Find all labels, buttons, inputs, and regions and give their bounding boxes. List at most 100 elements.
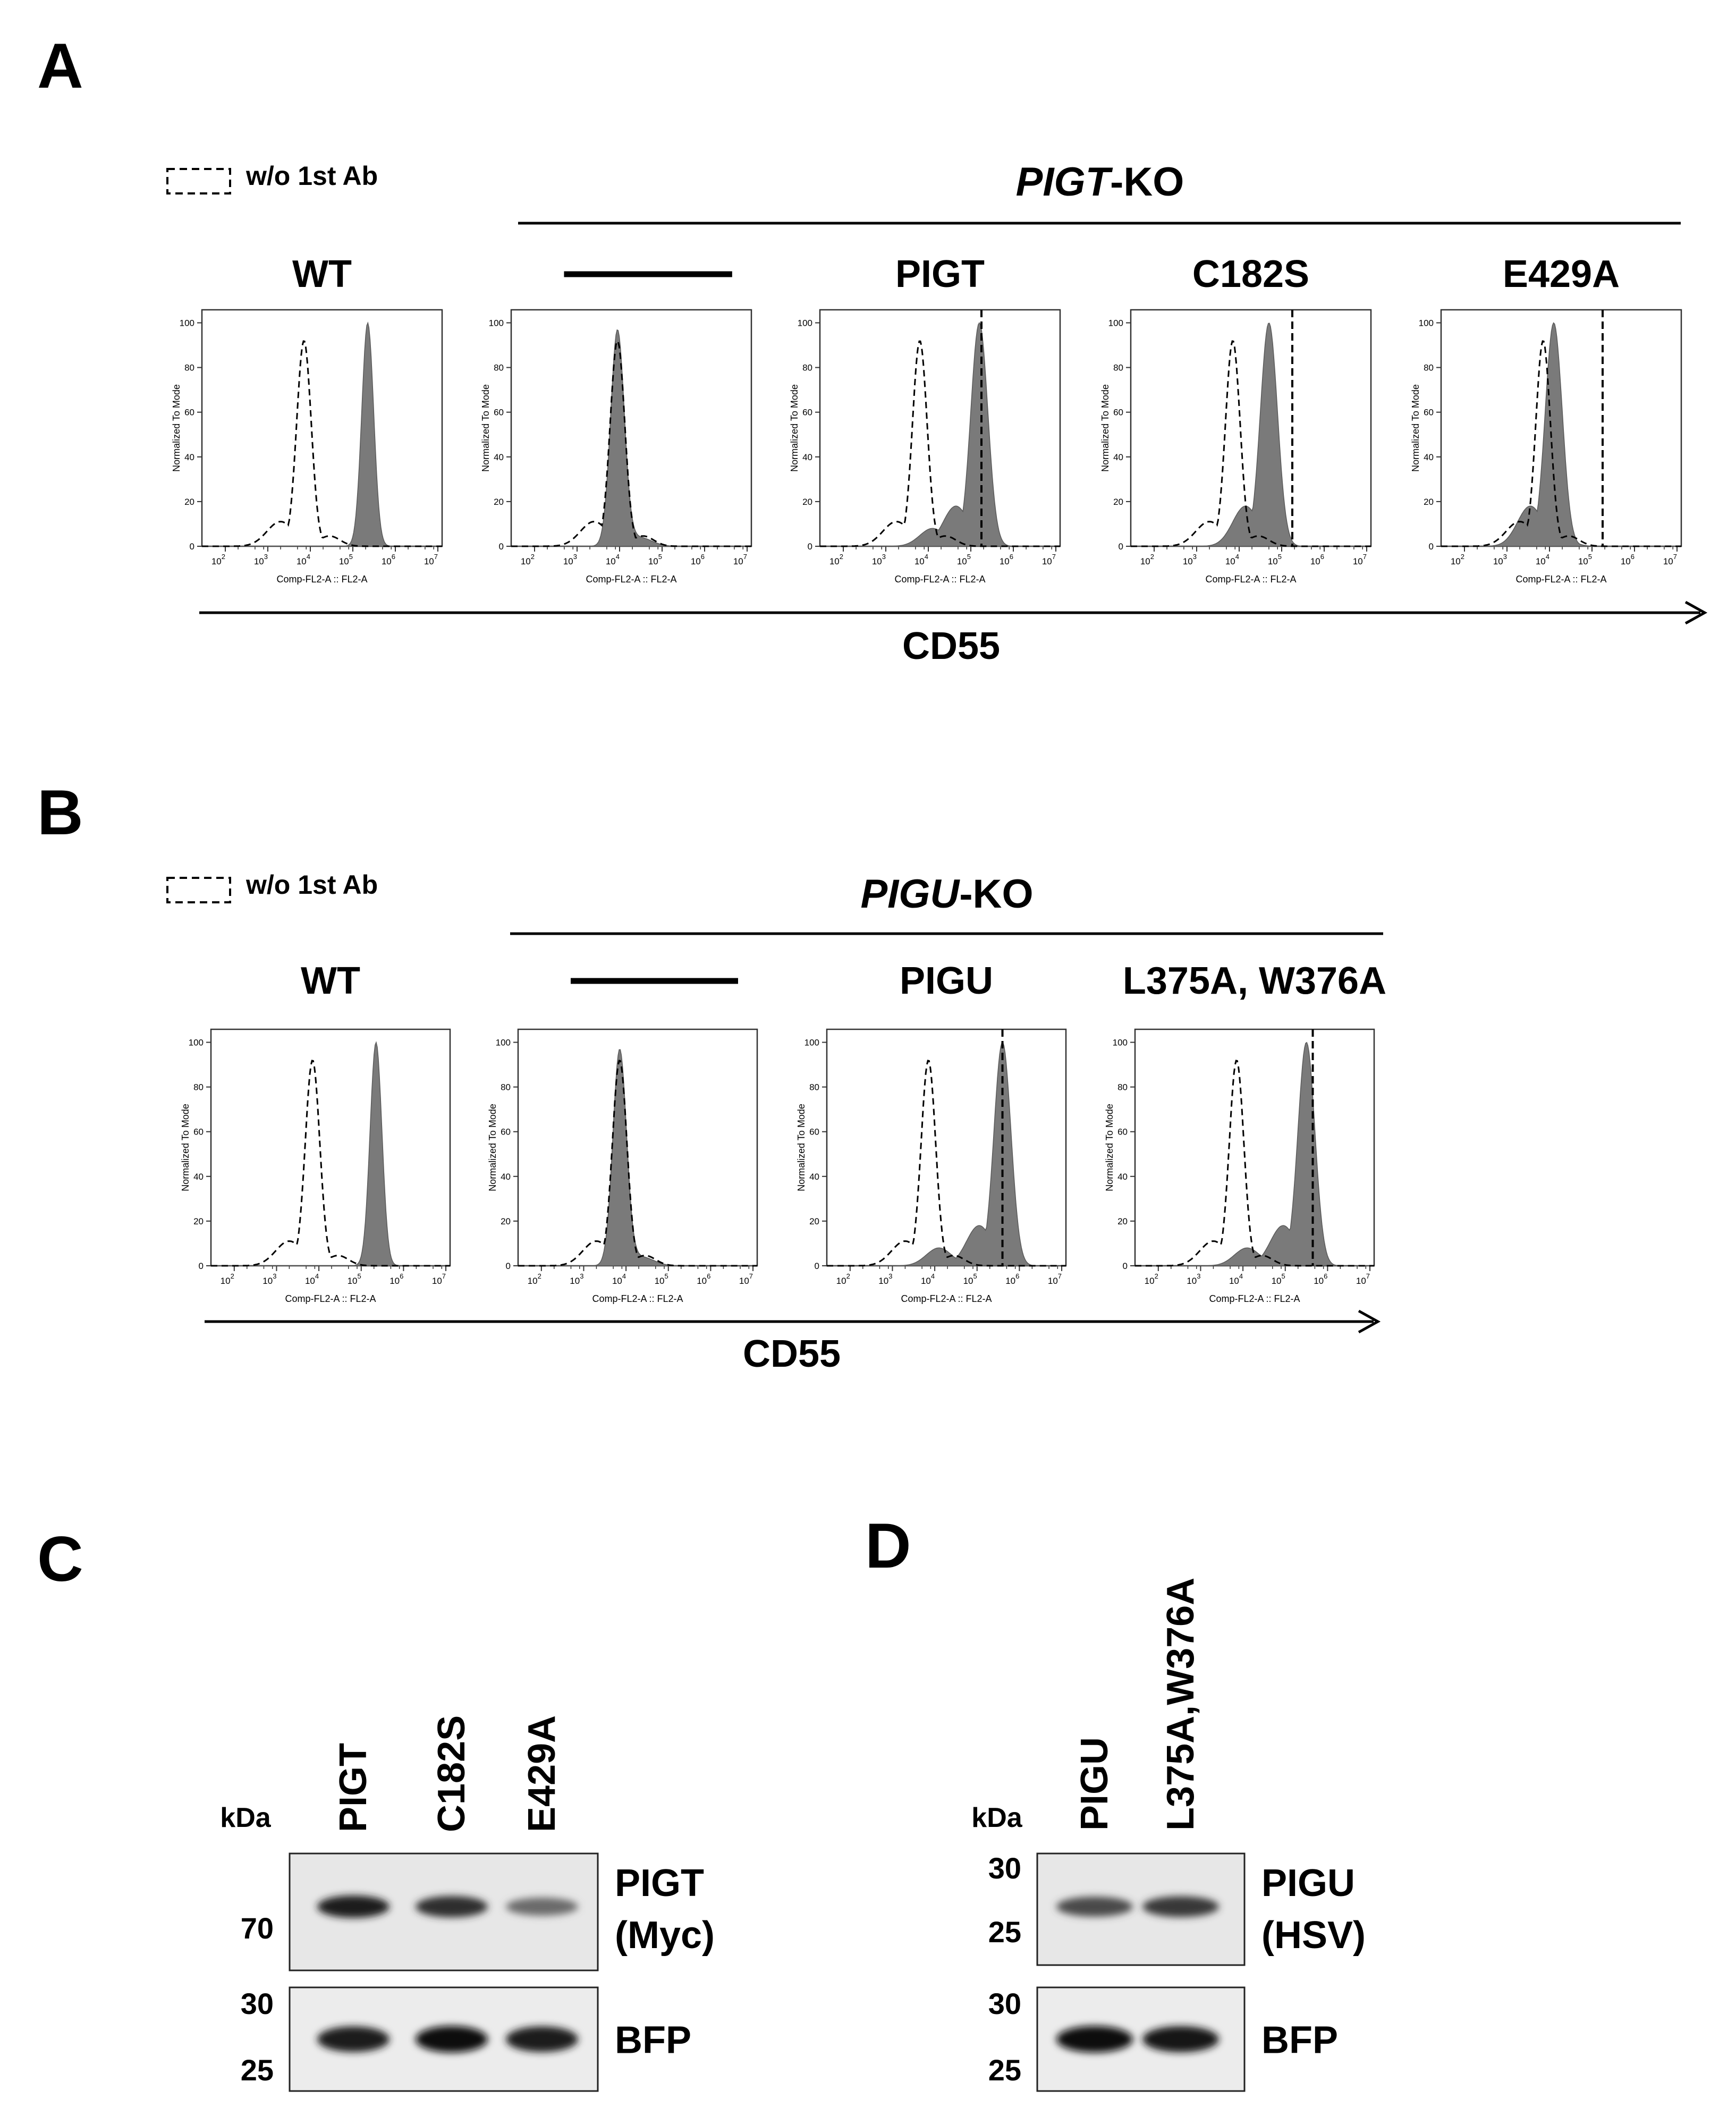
x-tick-label: 103: [254, 553, 268, 566]
x-tick-label: 105: [339, 553, 353, 566]
panel-a-plot-5: 0 20 40 60 80 100 Normalized To Mode 102 103 104 1…: [1410, 253, 1682, 585]
x-tick-label: 102: [211, 553, 225, 566]
y-tick-label: 20: [184, 497, 194, 507]
y-tick-label: 100: [180, 318, 194, 328]
x-tick-label: 105: [963, 1272, 977, 1286]
x-tick-label: 107: [1356, 1272, 1370, 1286]
panel-d-top-label: PIGU: [1261, 1862, 1355, 1905]
x-tick-label: 107: [424, 553, 438, 566]
y-tick-label: 40: [809, 1172, 819, 1182]
panel-label-b: B: [37, 777, 83, 848]
western-blot-c: PIGT C182S E429A kDa 70 30 25 PIGT (Myc) BFP: [220, 1715, 715, 2092]
x-axis-small-label: Comp-FL2-A :: FL2-A: [586, 574, 676, 585]
y-tick-label: 80: [184, 363, 194, 373]
group-title-b: PIGU-KO: [860, 871, 1033, 917]
x-tick-label: 105: [655, 1272, 668, 1286]
x-axis-label-b: CD55: [743, 1333, 841, 1375]
plot-frame: [201, 309, 443, 547]
y-tick-label: 60: [494, 408, 504, 418]
y-tick-label: 100: [1419, 318, 1434, 328]
panel-c-bottom-band: [416, 2026, 488, 2053]
panel-d-kda-label: kDa: [971, 1802, 1022, 1833]
western-blot-d: PIGU L375A,W376A kDa 30 25 30 25 PIGU (HSV) BFP: [971, 1578, 1366, 2092]
y-tick-label: 20: [193, 1216, 204, 1226]
panel-d-bottom-band: [1056, 2026, 1133, 2053]
panel-d-bottom-band: [1142, 2026, 1219, 2053]
plot-frame: [517, 1028, 758, 1267]
histogram-dashed-curve: [827, 1060, 1066, 1267]
histogram-filled-curve: [202, 321, 442, 547]
histogram-filled-curve: [820, 322, 1060, 547]
histogram-filled-curve: [1135, 1042, 1374, 1266]
x-tick-label: 104: [921, 1272, 935, 1286]
x-tick-label: 107: [1048, 1272, 1062, 1286]
plot-title: PIGU: [900, 960, 993, 1002]
legend-dashed-box: [166, 168, 231, 194]
x-tick-label: 102: [836, 1272, 850, 1286]
panel-d-bottom-label: BFP: [1261, 2019, 1338, 2062]
y-tick-label: 0: [1123, 1261, 1128, 1271]
panel-a-plot-3: 0 20 40 60 80 100 Normalized To Mode 102 103 104 1…: [789, 253, 1061, 585]
x-tick-label: 105: [1578, 553, 1592, 566]
plot-title: PIGT: [895, 253, 985, 295]
panel-b-plot-2: 0 20 40 60 80 100 Normalized To Mode 102 103 104 1…: [487, 978, 758, 1304]
y-tick-label: 80: [1117, 1082, 1128, 1093]
y-tick-label: 80: [802, 363, 812, 373]
y-tick-label: 80: [1113, 363, 1123, 373]
panel-c-top-marker: 70: [241, 1911, 274, 1945]
histogram-row-b: 0 20 40 60 80 100 Normalized To Mode 102 103 104 1…: [180, 960, 1386, 1304]
y-tick-label: 20: [809, 1216, 819, 1226]
histogram-filled-curve: [827, 1042, 1066, 1266]
x-tick-label: 106: [691, 553, 705, 566]
y-tick-label: 40: [1117, 1172, 1128, 1182]
histogram-dashed-curve: [211, 1060, 450, 1267]
y-tick-label: 60: [184, 408, 194, 418]
plot-title: WT: [301, 960, 360, 1002]
y-tick-label: 100: [496, 1037, 511, 1047]
x-tick-label: 106: [697, 1272, 710, 1286]
panel-c-lane-label: E429A: [521, 1715, 563, 1832]
y-tick-label: 80: [193, 1082, 204, 1093]
x-tick-label: 104: [305, 1272, 319, 1286]
panel-label-c: C: [37, 1523, 83, 1595]
y-tick-label: 0: [1429, 541, 1434, 552]
y-axis-small-label: Normalized To Mode: [1100, 384, 1111, 472]
x-tick-label: 103: [1183, 553, 1197, 566]
x-tick-label: 103: [563, 553, 577, 566]
panel-d-top-marker: 30: [988, 1851, 1021, 1885]
x-tick-label: 106: [1310, 553, 1324, 566]
y-tick-label: 60: [1117, 1127, 1128, 1137]
plot-title: C182S: [1192, 253, 1309, 295]
x-axis-small-label: Comp-FL2-A :: FL2-A: [1515, 574, 1606, 585]
x-tick-label: 105: [1272, 1272, 1285, 1286]
y-axis-small-label: Normalized To Mode: [1104, 1104, 1115, 1191]
x-tick-label: 103: [570, 1272, 583, 1286]
legend-a: w/o 1st Ab: [166, 161, 378, 194]
x-tick-label: 102: [829, 553, 843, 566]
panel-d-bottom-marker: 30: [988, 1987, 1021, 2020]
y-tick-label: 40: [193, 1172, 204, 1182]
y-tick-label: 100: [489, 318, 504, 328]
plot-frame: [819, 309, 1061, 547]
y-axis-small-label: Normalized To Mode: [180, 1104, 191, 1191]
histogram-dashed-curve: [202, 340, 442, 547]
y-tick-label: 0: [808, 541, 812, 552]
y-tick-label: 40: [1424, 452, 1434, 462]
x-axis-label-a: CD55: [902, 625, 1000, 667]
histogram-dashed-curve: [1441, 340, 1681, 547]
x-tick-label: 107: [432, 1272, 446, 1286]
panel-d-top-marker: 25: [988, 1915, 1021, 1949]
panel-c-bottom-marker: 25: [241, 2053, 274, 2087]
histogram-filled-curve: [518, 1049, 757, 1266]
y-tick-label: 40: [501, 1172, 511, 1182]
x-tick-label: 105: [348, 1272, 361, 1286]
x-tick-label: 102: [521, 553, 535, 566]
x-tick-label: 106: [1000, 553, 1013, 566]
y-tick-label: 60: [1113, 408, 1123, 418]
x-tick-label: 104: [1229, 1272, 1243, 1286]
y-tick-label: 40: [184, 452, 194, 462]
x-tick-label: 103: [262, 1272, 276, 1286]
y-axis-small-label: Normalized To Mode: [171, 384, 182, 472]
x-tick-label: 102: [1451, 553, 1464, 566]
